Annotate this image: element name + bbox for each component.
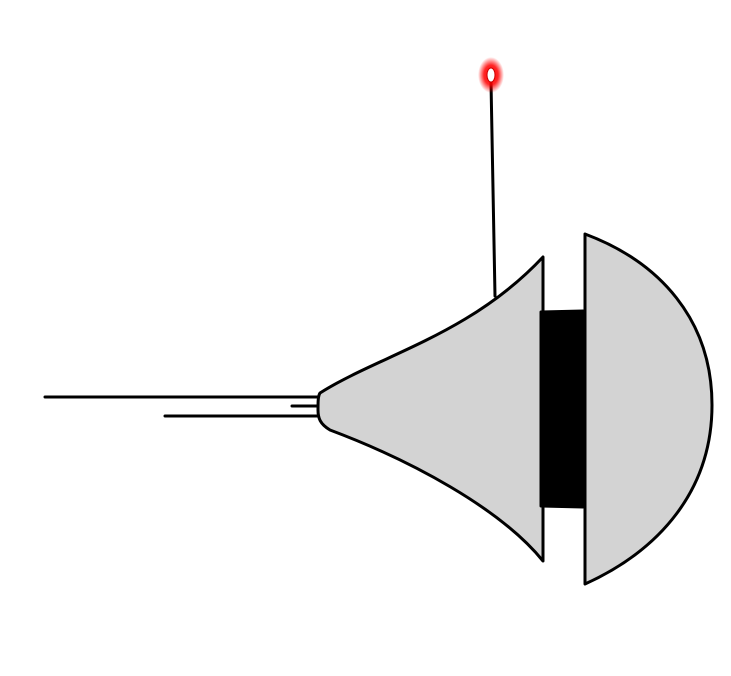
flared-body [316, 255, 545, 563]
red-indicator-light [478, 57, 504, 93]
antenna-wire [489, 80, 497, 298]
dome-cap [583, 232, 714, 586]
led-core [486, 67, 496, 83]
center-band [539, 309, 585, 509]
